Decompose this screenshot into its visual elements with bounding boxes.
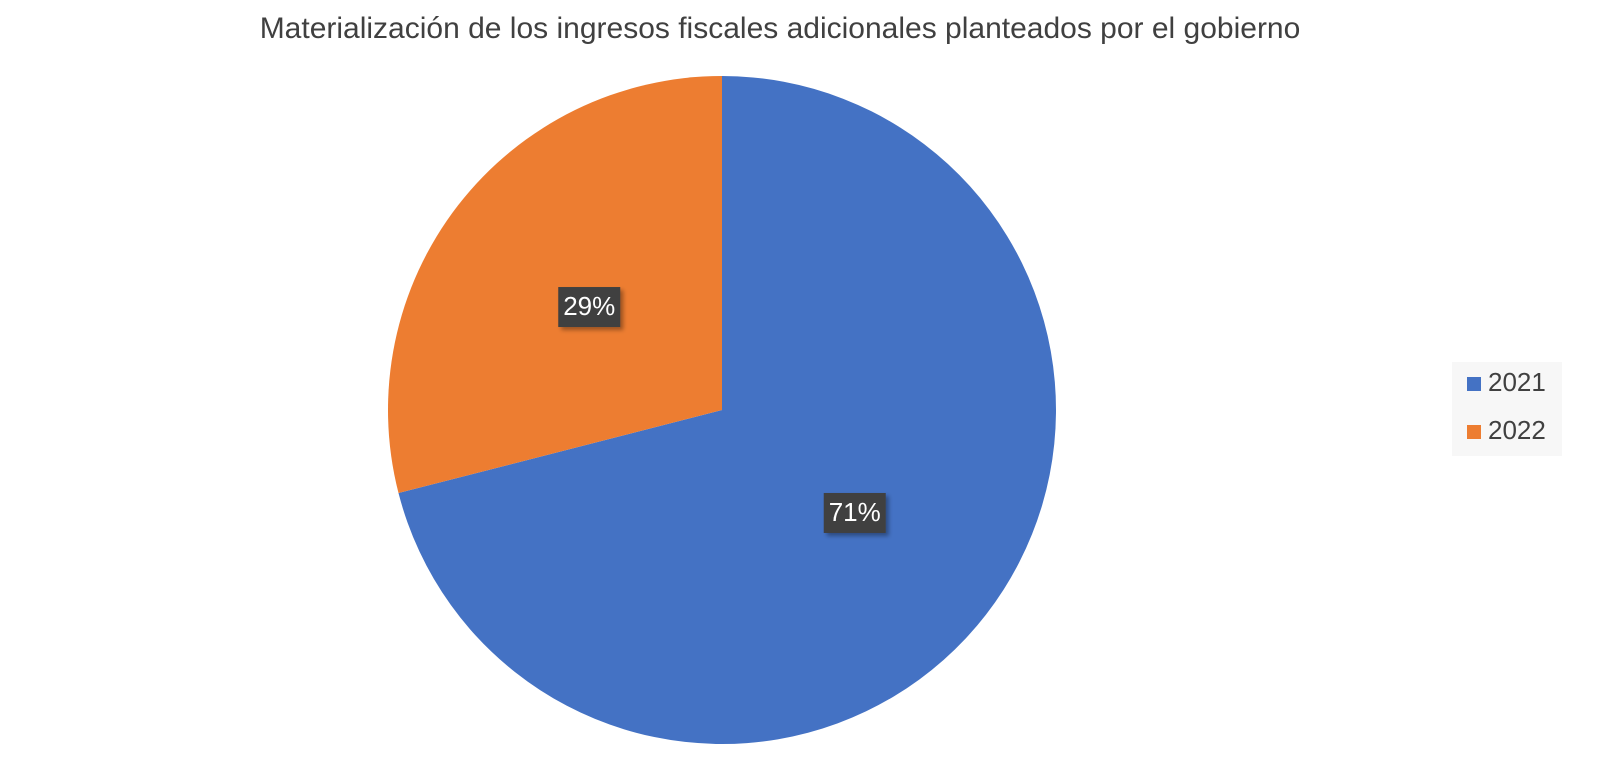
data-label-box [558,287,621,328]
pie-slice [398,76,1057,744]
legend-swatch [1467,377,1481,391]
data-label: 29% [563,291,615,321]
pie [388,76,1057,744]
legend-swatch [1467,425,1481,439]
chart-title: Materialización de los ingresos fiscales… [260,12,1301,45]
data-label: 71% [829,497,881,527]
legend: 2021 2022 [1467,367,1546,445]
data-label-box [823,492,886,533]
legend-label: 2021 [1488,367,1546,397]
legend-label: 2022 [1488,415,1546,445]
pie-slice [388,76,722,494]
